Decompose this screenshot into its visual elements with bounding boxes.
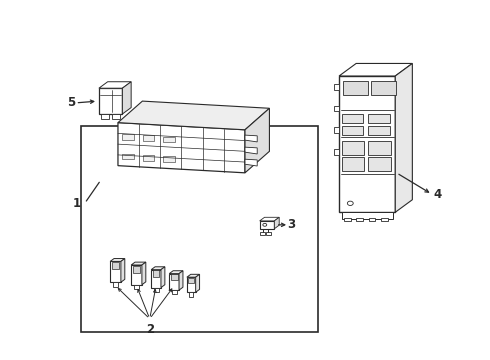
Bar (131, 265, 142, 285)
Polygon shape (179, 271, 183, 290)
Bar (187, 277, 196, 292)
Bar (122, 134, 134, 140)
Bar (133, 266, 140, 273)
Polygon shape (245, 108, 270, 173)
Polygon shape (187, 274, 199, 277)
Bar (334, 84, 339, 90)
Text: 5: 5 (68, 96, 75, 109)
Polygon shape (196, 274, 199, 292)
Polygon shape (395, 63, 413, 212)
Text: 1: 1 (73, 197, 80, 210)
Text: 4: 4 (434, 188, 442, 201)
Bar (260, 231, 265, 234)
Polygon shape (118, 101, 270, 130)
Bar (344, 218, 351, 221)
Polygon shape (169, 271, 183, 274)
Polygon shape (131, 262, 146, 265)
Bar (134, 285, 139, 289)
Bar (342, 157, 365, 171)
Bar (143, 155, 154, 161)
Bar (368, 141, 391, 155)
Polygon shape (121, 258, 125, 282)
Polygon shape (142, 262, 146, 285)
Bar (112, 114, 120, 119)
Bar (154, 288, 159, 292)
Bar (189, 292, 194, 297)
Bar (163, 156, 174, 162)
Polygon shape (245, 147, 257, 154)
Bar (113, 282, 118, 287)
Bar (334, 149, 339, 155)
Bar (368, 114, 390, 123)
Bar (260, 221, 274, 229)
Bar (163, 136, 174, 142)
Text: 3: 3 (287, 218, 295, 231)
Bar (334, 106, 339, 112)
Bar (342, 212, 393, 219)
Text: 2: 2 (146, 323, 154, 336)
Bar (343, 81, 368, 95)
Polygon shape (339, 63, 413, 76)
Bar (356, 218, 363, 221)
Bar (169, 274, 179, 290)
Bar (122, 154, 134, 159)
Bar (153, 270, 159, 276)
Bar (368, 126, 390, 135)
Bar (112, 262, 119, 269)
Bar (334, 127, 339, 133)
Polygon shape (245, 135, 257, 142)
Polygon shape (151, 267, 165, 270)
Bar (171, 274, 177, 280)
Bar (101, 114, 109, 119)
Polygon shape (99, 82, 131, 88)
Bar (342, 141, 365, 155)
Bar (151, 270, 161, 288)
Bar (342, 114, 364, 123)
Polygon shape (274, 217, 279, 229)
Bar (368, 157, 391, 171)
Bar (368, 218, 375, 221)
Bar (143, 135, 154, 141)
Bar (342, 126, 364, 135)
Polygon shape (122, 82, 131, 114)
Bar (99, 88, 122, 114)
Bar (172, 290, 176, 294)
Bar (339, 76, 395, 212)
Polygon shape (245, 159, 257, 166)
Bar (188, 278, 195, 283)
Polygon shape (260, 217, 279, 221)
Bar (110, 261, 121, 282)
Polygon shape (118, 123, 245, 173)
Bar (266, 231, 271, 234)
Bar (381, 218, 388, 221)
Bar (371, 81, 396, 95)
Bar (81, 126, 318, 332)
Polygon shape (161, 267, 165, 288)
Polygon shape (110, 258, 125, 261)
